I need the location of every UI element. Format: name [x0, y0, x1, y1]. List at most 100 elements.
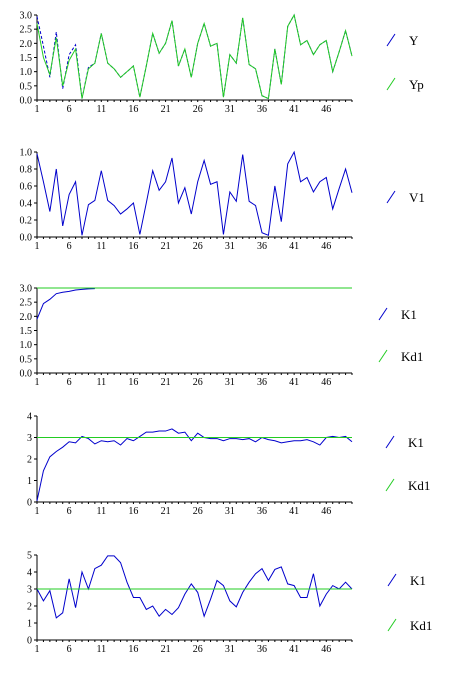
y-tick-label: 4 — [27, 568, 32, 579]
y-tick-label: 1.0 — [20, 148, 33, 159]
x-tick-label: 16 — [128, 644, 138, 655]
y-tick-label: 1.0 — [20, 340, 33, 351]
legend-swatch — [385, 435, 395, 449]
series-line-k1 — [36, 555, 353, 619]
x-tick-label: 1 — [35, 104, 40, 115]
x-tick-label: 16 — [128, 377, 138, 388]
y-tick-label: 5 — [27, 551, 32, 562]
x-tick-label: 31 — [225, 377, 235, 388]
x-tick-label: 41 — [289, 377, 299, 388]
legend-swatch — [386, 190, 396, 204]
x-tick-label: 31 — [225, 506, 235, 517]
chart-3: 0.00.51.01.52.02.53.01 6 11 16 21 26 31 36 41 46K… — [20, 284, 424, 389]
x-tick-label: 21 — [161, 377, 171, 388]
series-line-yp — [36, 13, 353, 100]
y-tick-label: 1 — [27, 619, 32, 630]
series-line-k1 — [36, 428, 353, 502]
x-tick-label: 26 — [193, 377, 203, 388]
x-tick-label: 21 — [161, 104, 171, 115]
x-tick-label: 6 — [67, 506, 72, 517]
y-tick-label: 0.0 — [20, 369, 33, 380]
y-tick-label: 2.0 — [20, 39, 33, 50]
y-tick-label: 0 — [27, 498, 32, 509]
x-tick-label: 26 — [193, 241, 203, 252]
y-tick-label: 3.0 — [20, 284, 33, 295]
x-tick-label: 36 — [257, 104, 267, 115]
series-line-k1 — [36, 288, 95, 320]
legend-swatch — [386, 77, 396, 91]
legend-swatch — [387, 573, 397, 587]
y-tick-label: 2.0 — [20, 312, 33, 323]
x-tick-label: 46 — [321, 644, 331, 655]
y-tick-label: 3.0 — [20, 11, 33, 22]
x-tick-label: 16 — [128, 104, 138, 115]
x-tick-label: 21 — [161, 506, 171, 517]
x-tick-label: 1 — [35, 506, 40, 517]
y-tick-label: 1 — [27, 476, 32, 487]
x-tick-label: 26 — [193, 506, 203, 517]
x-tick-label: 21 — [161, 241, 171, 252]
x-tick-label: 6 — [67, 644, 72, 655]
x-tick-label: 6 — [67, 104, 72, 115]
x-tick-label: 36 — [257, 644, 267, 655]
x-tick-label: 46 — [321, 377, 331, 388]
y-tick-label: 0.4 — [20, 199, 33, 210]
x-tick-label: 11 — [96, 644, 106, 655]
y-tick-label: 3 — [27, 433, 32, 444]
x-tick-label: 16 — [128, 241, 138, 252]
x-tick-label: 41 — [289, 104, 299, 115]
x-tick-label: 26 — [193, 644, 203, 655]
legend-label: Kd1 — [401, 349, 423, 364]
y-tick-label: 2.5 — [20, 298, 33, 309]
x-tick-label: 6 — [67, 377, 72, 388]
y-tick-label: 0.0 — [20, 96, 33, 107]
x-tick-label: 36 — [257, 241, 267, 252]
y-tick-label: 1.5 — [20, 326, 33, 337]
x-tick-label: 21 — [161, 644, 171, 655]
legend-label: Y — [409, 33, 419, 48]
y-tick-label: 1.0 — [20, 67, 33, 78]
x-tick-label: 31 — [225, 241, 235, 252]
y-tick-label: 2.5 — [20, 25, 33, 36]
x-tick-label: 11 — [96, 241, 106, 252]
y-tick-label: 0.5 — [20, 354, 33, 365]
x-tick-label: 11 — [96, 104, 106, 115]
x-tick-label: 26 — [193, 104, 203, 115]
series-line-v1 — [36, 150, 353, 237]
y-tick-label: 0.0 — [20, 233, 33, 244]
x-tick-label: 11 — [96, 506, 106, 517]
y-tick-label: 2 — [27, 602, 32, 613]
legend-label: K1 — [401, 307, 417, 322]
x-tick-label: 41 — [289, 506, 299, 517]
legend-swatch — [378, 307, 388, 321]
x-tick-label: 1 — [35, 377, 40, 388]
y-tick-label: 4 — [27, 412, 32, 423]
x-tick-label: 6 — [67, 241, 72, 252]
y-tick-label: 0 — [27, 636, 32, 647]
x-tick-label: 41 — [289, 644, 299, 655]
legend-label: V1 — [409, 190, 425, 205]
y-tick-label: 0.5 — [20, 81, 33, 92]
legend-swatch — [386, 33, 396, 47]
x-tick-label: 31 — [225, 644, 235, 655]
y-tick-label: 3 — [27, 585, 32, 596]
legend-swatch — [378, 349, 388, 363]
legend-swatch — [385, 478, 395, 492]
x-tick-label: 36 — [257, 377, 267, 388]
legend-label: Kd1 — [410, 618, 432, 633]
y-tick-label: 0.8 — [20, 165, 33, 176]
y-tick-label: 2 — [27, 455, 32, 466]
x-tick-label: 46 — [321, 104, 331, 115]
legend-swatch — [387, 618, 397, 632]
x-tick-label: 31 — [225, 104, 235, 115]
x-tick-label: 46 — [321, 506, 331, 517]
y-tick-label: 0.2 — [20, 216, 33, 227]
x-tick-label: 1 — [35, 644, 40, 655]
x-tick-label: 41 — [289, 241, 299, 252]
x-tick-label: 46 — [321, 241, 331, 252]
legend-label: K1 — [410, 573, 426, 588]
